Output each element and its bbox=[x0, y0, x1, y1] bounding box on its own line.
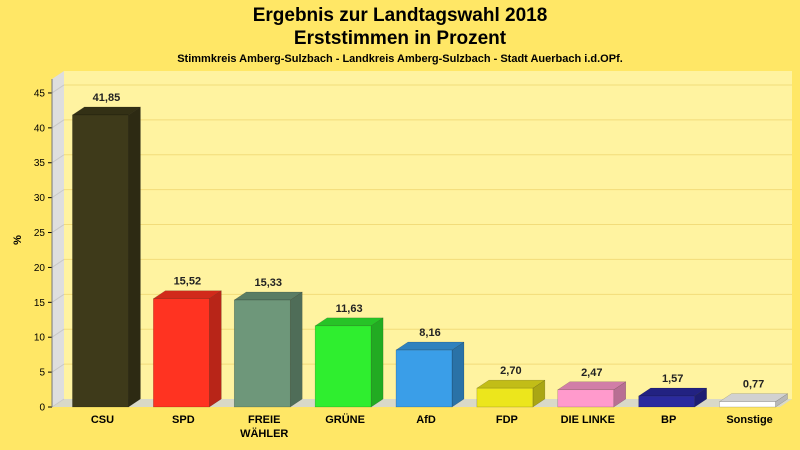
bar bbox=[395, 349, 453, 408]
x-tick-label: CSU bbox=[91, 414, 114, 426]
chart-region: Stimmkreis Amberg-Sulzbach - Landkreis A… bbox=[177, 53, 623, 65]
y-tick-label: 10 bbox=[34, 333, 46, 344]
gridline-side bbox=[51, 259, 65, 268]
bar-side bbox=[209, 290, 222, 408]
gridline-side bbox=[51, 398, 65, 408]
data-label: 11,63 bbox=[336, 303, 363, 315]
bar-top bbox=[395, 341, 465, 351]
y-tick-label: 45 bbox=[34, 88, 46, 99]
bar bbox=[314, 325, 372, 408]
bar-top bbox=[718, 393, 789, 402]
gridline-side bbox=[51, 293, 65, 303]
y-tick-label: 40 bbox=[34, 123, 46, 134]
gridline-side bbox=[51, 224, 65, 233]
bar-top bbox=[556, 381, 627, 391]
bar bbox=[557, 389, 615, 408]
gridline-side bbox=[51, 154, 65, 164]
bar bbox=[638, 395, 695, 408]
bar bbox=[153, 298, 210, 408]
x-tick-label: AfD bbox=[416, 414, 436, 426]
data-label: 0,77 bbox=[743, 379, 764, 391]
y-tick-label: 35 bbox=[34, 158, 46, 169]
bar-top bbox=[314, 317, 384, 327]
y-tick-label: 20 bbox=[34, 263, 46, 274]
bar-top bbox=[476, 379, 546, 389]
bar-side bbox=[128, 106, 141, 408]
bar-top bbox=[71, 106, 142, 116]
bar bbox=[233, 299, 291, 408]
plot-side-wall bbox=[52, 71, 64, 407]
bar-top bbox=[152, 290, 223, 299]
gridline-side bbox=[51, 119, 65, 129]
gridline-side bbox=[51, 328, 65, 338]
y-tick-label: 15 bbox=[34, 298, 46, 309]
chart-header: Ergebnis zur Landtagswahl 2018 Erststimm… bbox=[0, 4, 800, 67]
bar bbox=[719, 401, 776, 408]
gridline-side bbox=[51, 189, 65, 199]
data-label: 2,70 bbox=[500, 365, 521, 377]
chart-subtitle: Erststimmen in Prozent bbox=[293, 28, 507, 49]
y-axis-label: % bbox=[12, 235, 24, 245]
x-tick-label: BP bbox=[661, 414, 676, 426]
bar bbox=[72, 114, 129, 408]
bar-top bbox=[233, 291, 304, 301]
data-label: 15,52 bbox=[174, 276, 202, 288]
x-tick-label: WÄHLER bbox=[240, 427, 288, 440]
bar bbox=[476, 387, 534, 408]
data-label: 8,16 bbox=[419, 327, 440, 339]
x-tick-label: DIE LINKE bbox=[561, 414, 615, 426]
bar-side bbox=[370, 317, 384, 408]
x-tick-label: FREIE bbox=[248, 414, 280, 426]
y-tick-label: 30 bbox=[34, 193, 46, 204]
chart-title: Ergebnis zur Landtagswahl 2018 bbox=[252, 5, 548, 26]
x-tick-label: FDP bbox=[496, 414, 518, 426]
y-tick-label: 5 bbox=[39, 368, 45, 379]
x-tick-label: GRÜNE bbox=[325, 413, 365, 426]
y-tick-label: 25 bbox=[34, 228, 46, 239]
data-label: 41,85 bbox=[93, 92, 121, 104]
y-tick-label: 0 bbox=[39, 403, 45, 414]
bar-top bbox=[637, 387, 708, 397]
bar-side bbox=[451, 341, 465, 408]
x-tick-label: Sonstige bbox=[726, 414, 772, 426]
gridline-side bbox=[51, 84, 65, 94]
data-label: 2,47 bbox=[581, 367, 602, 379]
bar-side bbox=[289, 291, 303, 408]
data-label: 15,33 bbox=[254, 277, 282, 289]
data-label: 1,57 bbox=[662, 373, 683, 385]
gridline-side bbox=[51, 363, 65, 373]
x-tick-label: SPD bbox=[172, 414, 195, 426]
